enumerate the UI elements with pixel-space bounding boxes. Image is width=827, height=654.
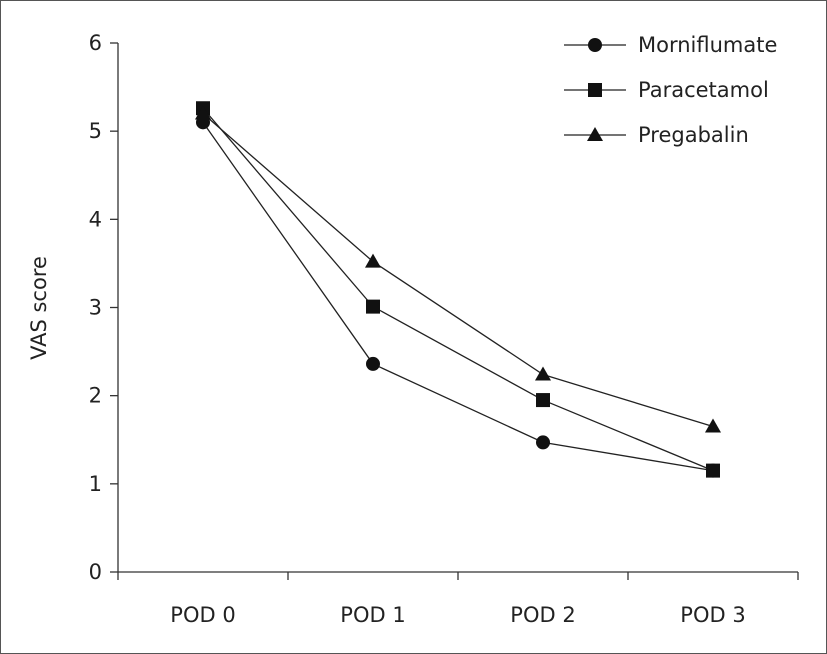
point-pregabalin-3 (705, 418, 721, 433)
series-line-morniflumate (202, 121, 714, 472)
legend-label-morniflumate: Morniflumate (638, 33, 777, 57)
legend-label-paracetamol: Paracetamol (638, 78, 769, 102)
point-paracetamol-3 (706, 463, 720, 478)
legend-item-morniflumate: Morniflumate (564, 33, 777, 57)
x-tick-label-0: POD 0 (170, 603, 235, 627)
legend: Morniflumate Paracetamol Pregabalin (564, 33, 777, 147)
y-tick-label-3: 3 (89, 296, 102, 320)
legend-item-paracetamol: Paracetamol (564, 78, 769, 102)
point-pregabalin-1 (365, 253, 381, 268)
series-morniflumate (196, 115, 720, 478)
y-tick-label-0: 0 (89, 560, 102, 584)
point-morniflumate-1 (366, 356, 380, 371)
x-tick-label-2: POD 2 (510, 603, 575, 627)
point-paracetamol-1 (366, 299, 380, 314)
x-tick-label-3: POD 3 (680, 603, 745, 627)
y-axis-label: VAS score (27, 256, 51, 360)
legend-marker-morniflumate (588, 38, 602, 52)
y-tick-label-5: 5 (89, 119, 102, 143)
series-line-pregabalin (202, 113, 714, 428)
point-morniflumate-2 (536, 435, 550, 450)
y-tick-label-4: 4 (89, 207, 102, 231)
y-tick-label-2: 2 (89, 384, 102, 408)
series-paracetamol (196, 101, 720, 478)
point-pregabalin-2 (535, 366, 551, 381)
legend-marker-paracetamol (588, 83, 602, 97)
point-paracetamol-2 (536, 393, 550, 408)
legend-item-pregabalin: Pregabalin (564, 123, 749, 147)
y-tick-label-6: 6 (89, 31, 102, 55)
x-tick-label-1: POD 1 (340, 603, 405, 627)
y-tick-label-1: 1 (89, 472, 102, 496)
legend-marker-pregabalin (587, 127, 603, 141)
axes: 0 1 2 3 4 5 6 POD 0 POD 1 POD 2 POD 3 (89, 31, 799, 627)
series-line-paracetamol (202, 107, 714, 472)
series-group (195, 101, 721, 478)
legend-label-pregabalin: Pregabalin (638, 123, 749, 147)
point-pregabalin-0 (195, 105, 211, 120)
series-pregabalin (195, 105, 721, 433)
